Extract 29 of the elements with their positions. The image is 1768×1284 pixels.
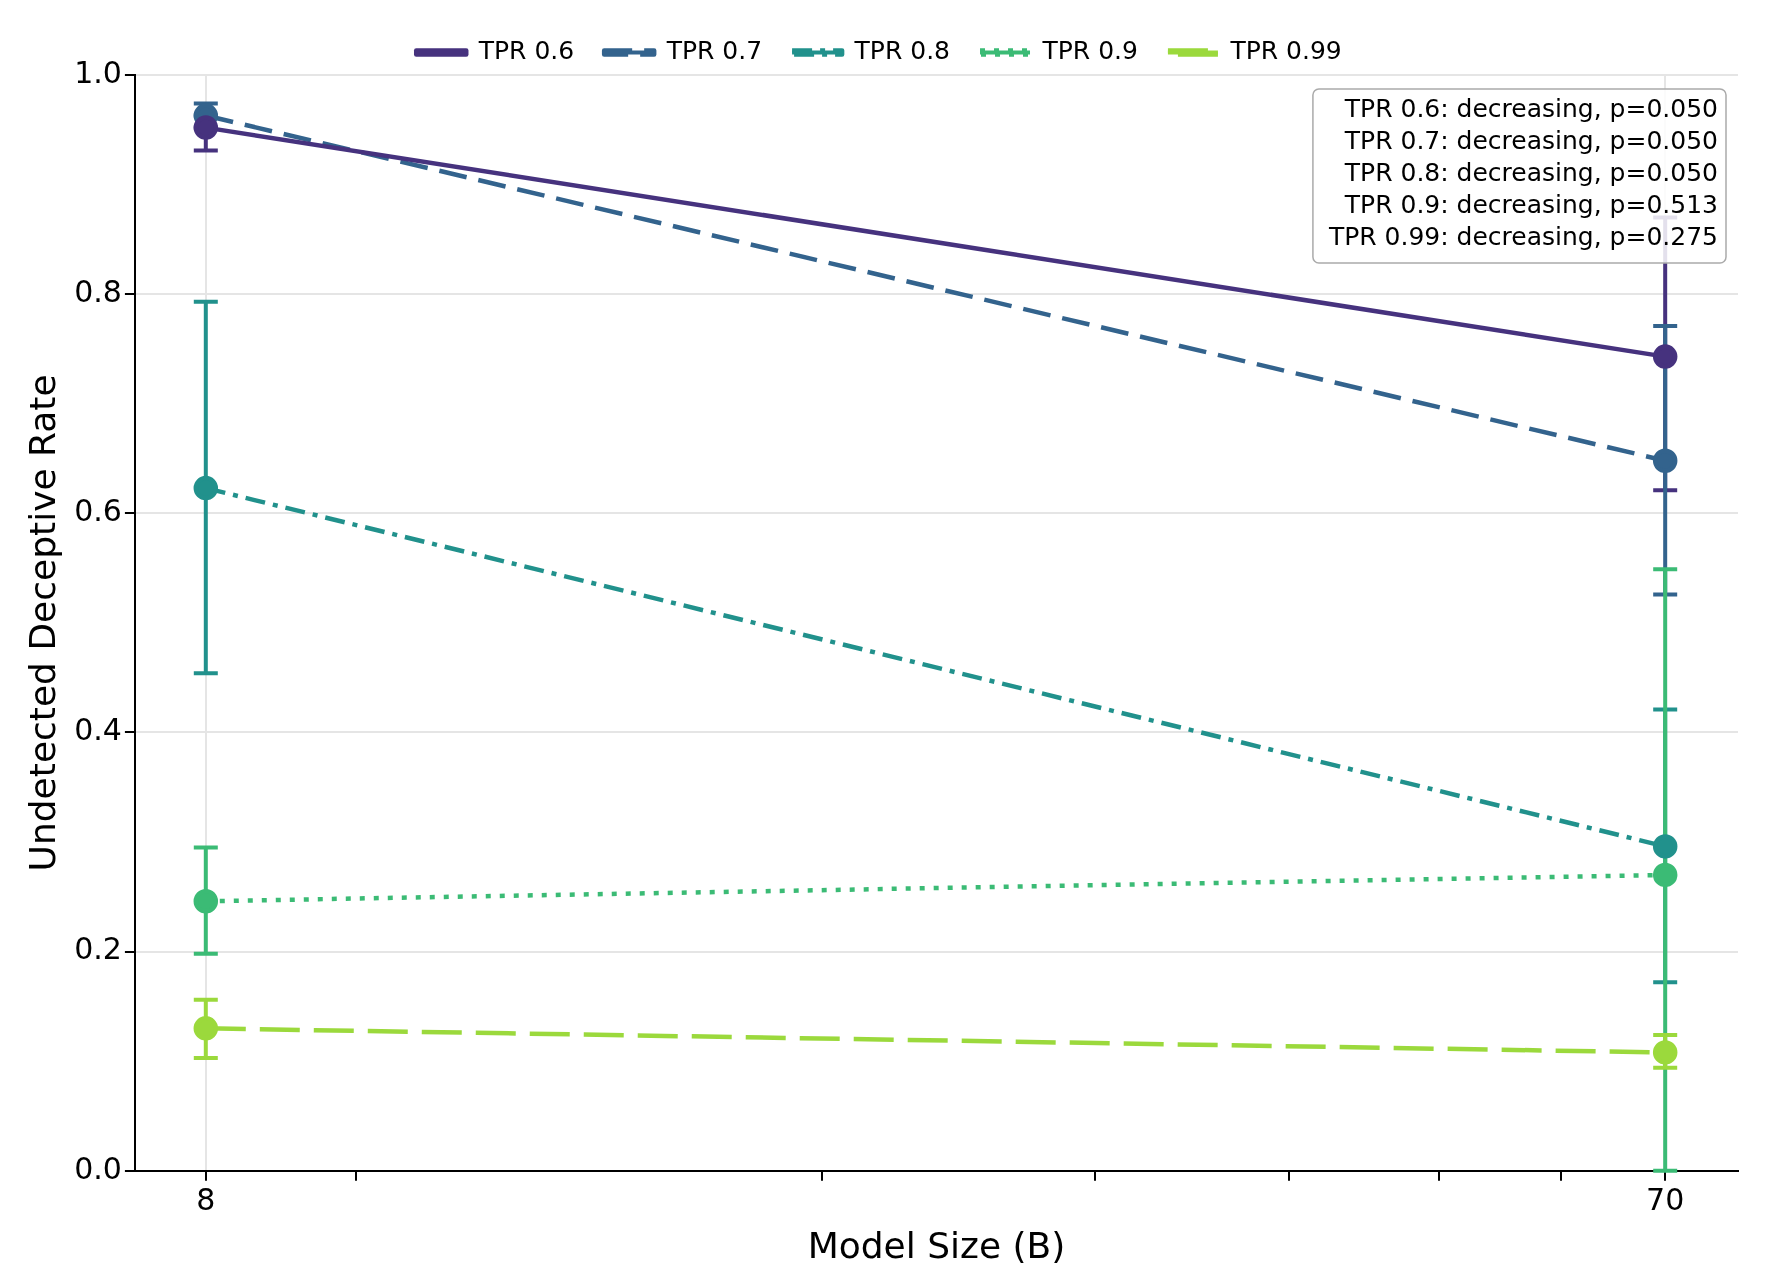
annotation: TPR 0.8: decreasing, p=0.050: [1343, 158, 1718, 187]
y-tick-label: 0.6: [74, 493, 122, 529]
point: [193, 888, 219, 914]
y-tick-label: 0.4: [74, 712, 122, 748]
y-tick-label: 0.8: [74, 273, 122, 309]
legend-label: TPR 0.6: [477, 36, 575, 65]
y-axis-title: Undetected Deceptive Rate: [21, 374, 63, 872]
legend-label: TPR 0.8: [853, 36, 951, 65]
x-tick-label: 70: [1646, 1181, 1685, 1217]
y-tick-label: 0.2: [74, 931, 122, 967]
point: [1652, 344, 1678, 369]
legend-label: TPR 0.7: [665, 36, 763, 65]
annotation: TPR 0.7: decreasing, p=0.050: [1343, 126, 1718, 155]
annotation: TPR 0.6: decreasing, p=0.050: [1343, 94, 1718, 123]
x-tick-label: 8: [196, 1181, 216, 1217]
point: [193, 1016, 219, 1041]
y-tick-label: 0.0: [74, 1150, 122, 1186]
annotation: TPR 0.99: decreasing, p=0.275: [1327, 222, 1718, 251]
point: [1652, 448, 1678, 473]
point: [193, 475, 219, 501]
y-tick-label: 1.0: [74, 54, 122, 90]
point: [193, 115, 219, 140]
annotation: TPR 0.9: decreasing, p=0.513: [1343, 190, 1718, 219]
legend-label: TPR 0.9: [1041, 36, 1138, 65]
point: [1652, 834, 1678, 859]
x-axis-title: Model Size (B): [807, 1224, 1066, 1266]
point: [1652, 1040, 1678, 1065]
legend-label: TPR 0.99: [1229, 36, 1342, 65]
point: [1652, 862, 1678, 888]
